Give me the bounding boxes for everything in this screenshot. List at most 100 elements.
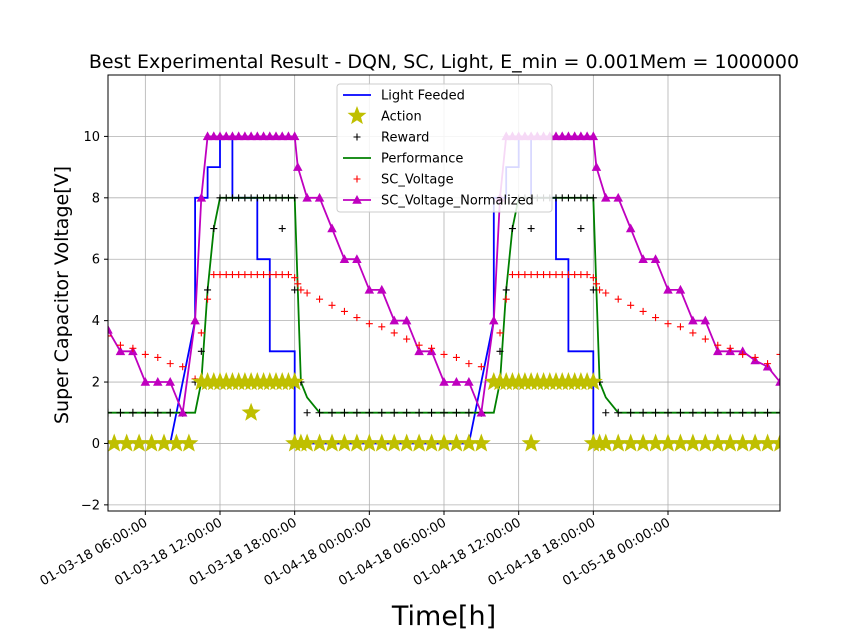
reward-point	[564, 194, 572, 202]
action-point	[471, 433, 491, 452]
reward-point	[583, 194, 591, 202]
sc-voltage-normalized-point	[638, 254, 648, 263]
performance-line	[108, 196, 780, 414]
sc-voltage-point	[540, 271, 548, 279]
sc-voltage-point	[776, 350, 780, 358]
sc-voltage-normalized-point	[314, 192, 325, 202]
legend-swatch-marker	[353, 175, 361, 183]
sc-voltage-normalized-point	[246, 131, 256, 141]
reward-point	[284, 194, 292, 202]
reward-point	[241, 194, 249, 202]
sc-voltage-point	[502, 295, 510, 303]
reward-point	[247, 194, 255, 202]
legend-item-performance: Performance	[343, 152, 463, 167]
action-point	[384, 433, 404, 452]
sc-voltage-point	[253, 271, 261, 279]
sc-voltage-point	[116, 341, 124, 349]
performance-point	[452, 408, 461, 417]
sc-voltage-point	[577, 271, 585, 279]
sc-voltage-point	[266, 271, 274, 279]
action-point	[334, 433, 354, 452]
sc-voltage-normalized-point	[613, 192, 623, 202]
performance-point	[688, 408, 697, 417]
sc-voltage-point	[614, 295, 622, 303]
sc-voltage-normalized-point	[775, 377, 780, 386]
reward-point	[496, 347, 504, 355]
sc-voltage-normalized-point	[352, 254, 362, 263]
sc-voltage-point	[508, 271, 516, 279]
action-point	[583, 372, 603, 391]
sc-voltage-point	[564, 271, 572, 279]
reward-point	[303, 409, 311, 417]
sc-voltage-point	[272, 271, 280, 279]
performance-point	[116, 408, 125, 417]
sc-voltage-normalized-point	[190, 315, 200, 325]
legend-swatch-marker	[347, 106, 367, 125]
sc-voltage-point	[241, 271, 249, 279]
sc-voltage-point	[533, 271, 541, 279]
sc-voltage-normalized-point	[140, 377, 151, 386]
reward-point	[235, 194, 243, 202]
performance-point	[166, 408, 175, 417]
action-point	[708, 433, 728, 452]
action-point	[179, 433, 199, 452]
sc-voltage-normalized-point	[557, 131, 567, 141]
reward-point	[589, 194, 597, 202]
performance-point	[614, 408, 623, 417]
performance-point	[141, 408, 150, 417]
sc-voltage-point	[639, 307, 647, 315]
sc-voltage-normalized-point	[196, 192, 207, 202]
sc-voltage-point	[546, 271, 554, 279]
action-point	[285, 372, 305, 391]
reward-point	[508, 225, 516, 233]
sc-voltage-normalized-point	[209, 131, 219, 141]
sc-voltage-point	[596, 286, 604, 294]
legend-label: Action	[381, 110, 422, 125]
action-point	[142, 433, 162, 452]
sc-voltage-point	[141, 350, 149, 358]
sc-voltage-point	[390, 329, 398, 337]
reward-point	[278, 194, 286, 202]
performance-point	[377, 408, 386, 417]
sc-voltage-normalized-point	[215, 131, 225, 141]
sc-voltage-point	[558, 271, 566, 279]
sc-voltage-normalized-point	[240, 131, 250, 141]
sc-voltage-normalized-point	[108, 324, 113, 334]
y-tick-label: 2	[92, 376, 100, 391]
performance-point	[738, 408, 747, 417]
sc-voltage-point	[303, 289, 311, 297]
y-tick-label: 0	[92, 437, 100, 452]
sc-voltage-point	[689, 329, 697, 337]
sc-voltage-point	[764, 360, 772, 368]
reward-point	[216, 194, 224, 202]
action-point	[633, 433, 653, 452]
reward-point	[197, 347, 205, 355]
sc-voltage-normalized-point	[625, 223, 636, 233]
legend-item-light-feeded: Light Feeded	[343, 89, 465, 104]
sc-voltage-normalized-point	[271, 131, 281, 141]
performance-point	[676, 408, 685, 417]
reward-point	[266, 194, 274, 202]
sc-voltage-normalized-point	[713, 346, 723, 356]
action-point	[434, 433, 454, 452]
legend-swatch-marker	[352, 195, 362, 204]
performance-point	[626, 408, 635, 417]
sc-voltage-point	[602, 289, 610, 297]
action-point	[695, 433, 715, 452]
sc-voltage-normalized-point	[451, 377, 462, 386]
sc-voltage-normalized-point	[688, 315, 698, 325]
action-point	[670, 433, 690, 452]
sc-voltage-point	[515, 271, 523, 279]
sc-voltage-normalized-point	[414, 346, 424, 356]
action-point	[397, 433, 417, 452]
sc-voltage-normalized-point	[177, 407, 188, 417]
reward-point	[260, 194, 268, 202]
sc-voltage-normalized-point	[265, 131, 275, 141]
action-point	[108, 433, 124, 452]
sc-voltage-point	[284, 271, 292, 279]
sc-voltage-normalized-point	[737, 346, 748, 356]
action-point	[446, 433, 466, 452]
action-point	[770, 433, 780, 452]
performance-point	[751, 408, 760, 417]
